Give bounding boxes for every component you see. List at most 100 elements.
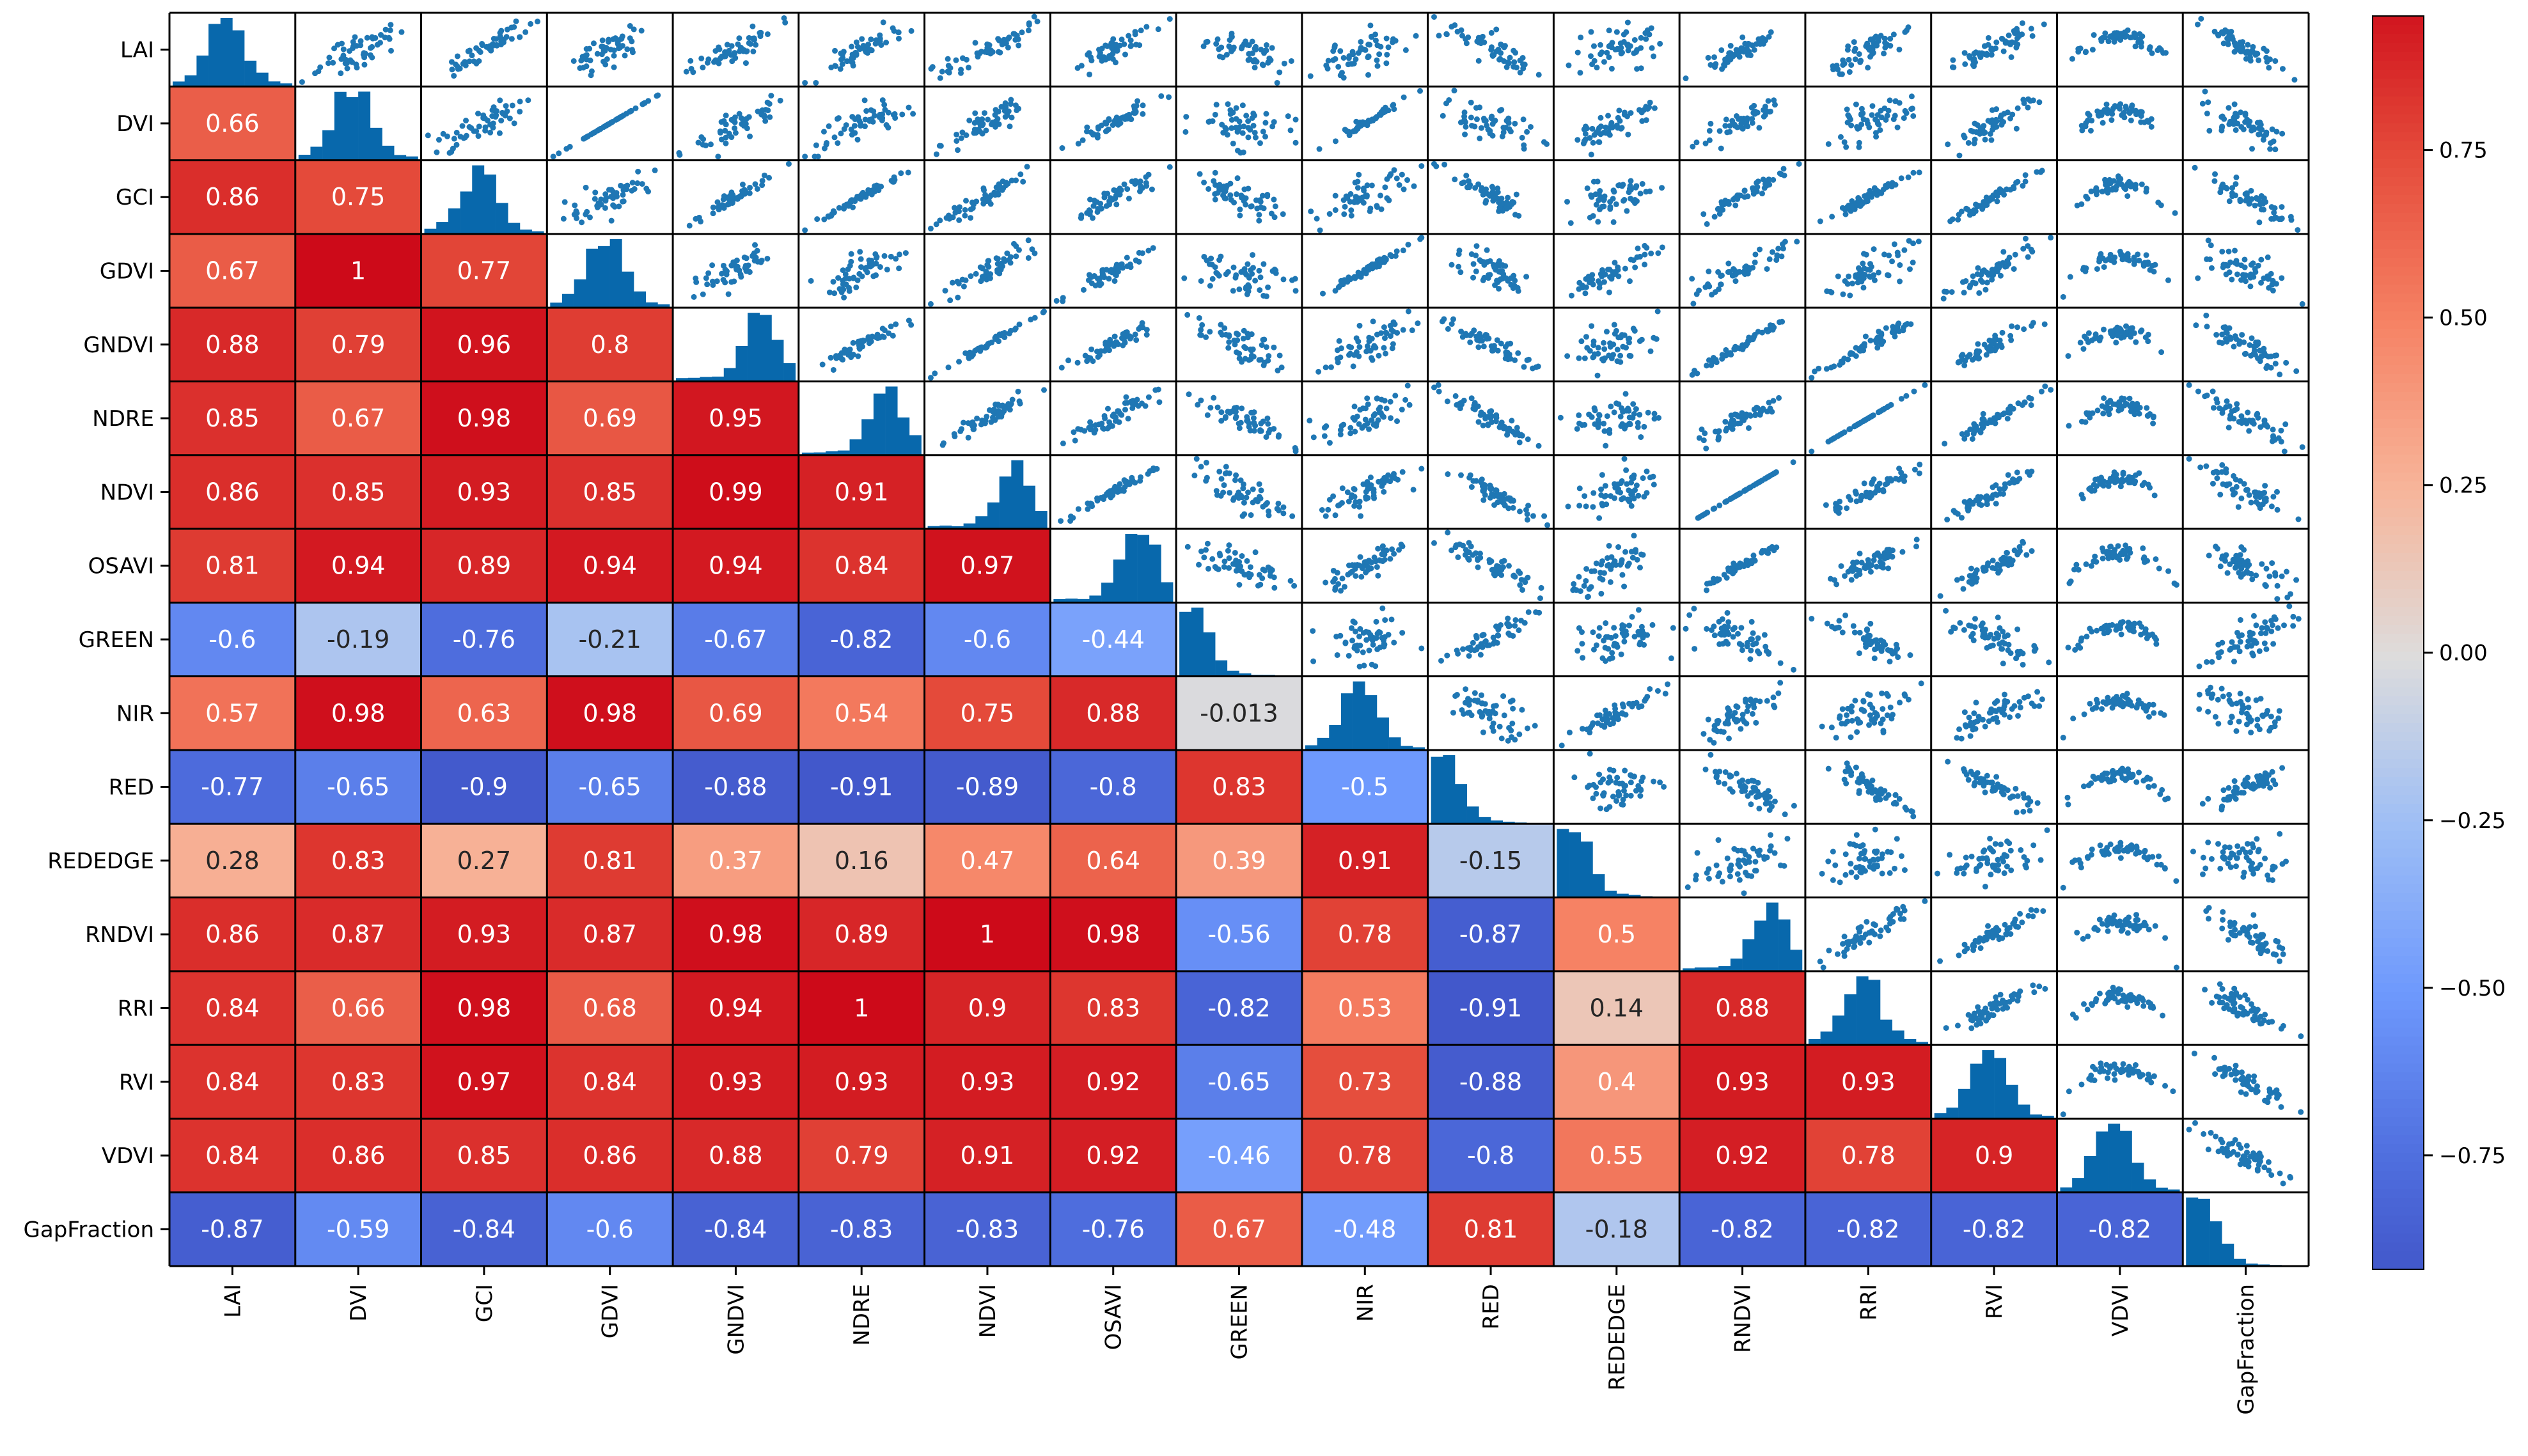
scatter-point: [1473, 243, 1480, 249]
scatter-point: [1639, 181, 1645, 187]
scatter-point: [1965, 207, 1971, 213]
scatter-point: [2107, 251, 2114, 258]
scatter-point: [2254, 412, 2260, 418]
scatter-point: [1240, 149, 1246, 155]
scatter-panel: [299, 22, 405, 85]
scatter-point: [2217, 189, 2224, 196]
scatter-point: [1003, 104, 1009, 110]
scatter-point: [1638, 65, 1644, 72]
scatter-point: [1090, 215, 1096, 221]
scatter-point: [1256, 212, 1262, 218]
scatter-point: [2240, 126, 2247, 132]
scatter-point: [1129, 474, 1135, 481]
scatter-point: [814, 216, 820, 223]
scatter-point: [735, 41, 741, 47]
scatter-point: [849, 43, 855, 50]
scatter-point: [1853, 101, 1859, 107]
scatter-point: [979, 116, 985, 123]
histogram-bar: [783, 363, 796, 382]
scatter-point: [1840, 57, 1846, 63]
histogram-bar: [483, 174, 496, 234]
scatter-point: [1494, 278, 1500, 284]
scatter-point: [2009, 111, 2016, 118]
histogram-bar: [748, 313, 760, 382]
scatter-point: [1619, 421, 1626, 427]
scatter-point: [517, 34, 523, 40]
scatter-point: [995, 414, 1001, 420]
scatter-point: [1527, 123, 1534, 130]
scatter-point: [2237, 198, 2243, 205]
scatter-point: [690, 69, 696, 75]
scatter-point: [1274, 80, 1280, 86]
scatter-point: [1024, 164, 1030, 170]
scatter-point: [2238, 277, 2245, 283]
scatter-point: [1510, 285, 1516, 292]
scatter-point: [1994, 268, 2000, 274]
scatter-point: [1648, 25, 1654, 31]
histogram-bar: [508, 223, 521, 234]
scatter-point: [425, 132, 431, 139]
scatter-point: [2227, 259, 2234, 265]
scatter-panel: [2195, 237, 2305, 307]
scatter-point: [1218, 492, 1224, 499]
scatter-point: [602, 198, 609, 204]
scatter-point: [1465, 34, 1472, 40]
scatter-point: [965, 434, 971, 441]
scatter-point: [1237, 477, 1244, 483]
scatter-point: [299, 79, 305, 85]
scatter-point: [1381, 335, 1388, 341]
scatter-point: [629, 180, 636, 186]
scatter-point: [1978, 125, 1984, 131]
scatter-point: [1017, 400, 1023, 407]
scatter-point: [1874, 112, 1881, 118]
scatter-point: [1809, 448, 1815, 455]
scatter-point: [1104, 405, 1111, 412]
scatter-point: [1487, 494, 1493, 501]
scatter-point: [613, 191, 619, 198]
scatter-point: [2022, 172, 2029, 178]
scatter-point: [1765, 98, 1771, 104]
scatter-point: [1768, 29, 1774, 35]
scatter-point: [1881, 251, 1887, 258]
scatter-point: [750, 23, 756, 29]
scatter-point: [1271, 196, 1277, 203]
scatter-point: [1970, 210, 1977, 217]
scatter-point: [1956, 212, 1962, 218]
scatter-point: [753, 42, 759, 48]
scatter-point: [354, 43, 360, 49]
scatter-point: [714, 199, 721, 205]
scatter-point: [1251, 428, 1257, 434]
scatter-point: [1509, 199, 1516, 205]
scatter-point: [475, 111, 482, 117]
scatter-point: [1992, 335, 1998, 341]
scatter-point: [2273, 129, 2280, 135]
histogram-bar: [676, 378, 689, 382]
scatter-point: [1975, 265, 1981, 271]
scatter-point: [1723, 347, 1729, 353]
scatter-panel: [1200, 30, 1294, 86]
scatter-point: [2142, 260, 2148, 266]
scatter-point: [1401, 186, 1407, 192]
scatter-point: [463, 132, 469, 139]
scatter-point: [2014, 105, 2021, 111]
scatter-point: [2085, 330, 2092, 336]
scatter-point: [850, 63, 856, 69]
scatter-point: [2247, 54, 2253, 61]
scatter-point: [1475, 58, 1482, 64]
scatter-point: [718, 136, 725, 143]
scatter-point: [2025, 243, 2031, 249]
scatter-point: [848, 258, 854, 265]
heatmap-cell: [547, 308, 673, 382]
scatter-point: [1399, 469, 1406, 475]
scatter-point: [2048, 387, 2054, 393]
scatter-point: [1998, 121, 2005, 128]
scatter-point: [1565, 503, 1571, 510]
scatter-point: [1394, 329, 1401, 336]
scatter-point: [1184, 311, 1191, 318]
scatter-point: [1087, 196, 1094, 203]
scatter-point: [1142, 403, 1149, 409]
scatter-point: [1200, 43, 1207, 49]
scatter-point: [1704, 363, 1710, 369]
scatter-point: [1759, 191, 1765, 197]
scatter-point: [2007, 41, 2014, 47]
